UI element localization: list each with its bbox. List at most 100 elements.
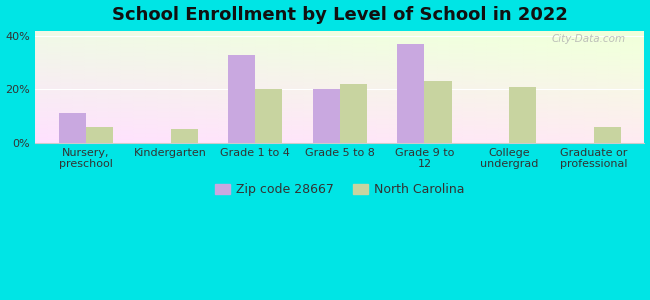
Bar: [181, 122, 194, 125]
Bar: [425, 67, 437, 69]
Bar: [157, 125, 169, 127]
Bar: [523, 49, 535, 51]
Bar: [535, 44, 547, 46]
Bar: [608, 31, 620, 33]
Bar: [255, 136, 266, 138]
Bar: [462, 49, 474, 51]
Bar: [109, 38, 120, 40]
Bar: [486, 109, 498, 111]
Bar: [157, 93, 169, 96]
Bar: [328, 134, 340, 136]
Bar: [218, 105, 230, 107]
Bar: [595, 120, 608, 122]
Bar: [595, 102, 608, 105]
Bar: [401, 91, 413, 93]
Bar: [632, 64, 644, 67]
Bar: [328, 140, 340, 143]
Bar: [474, 78, 486, 80]
Bar: [96, 51, 109, 53]
Bar: [279, 105, 291, 107]
Bar: [328, 93, 340, 96]
Bar: [35, 102, 47, 105]
Bar: [279, 127, 291, 129]
Bar: [35, 111, 47, 114]
Bar: [328, 64, 340, 67]
Bar: [96, 71, 109, 73]
Bar: [60, 84, 72, 87]
Bar: [584, 114, 595, 116]
Bar: [266, 96, 279, 98]
Bar: [169, 62, 181, 64]
Bar: [523, 96, 535, 98]
Bar: [425, 125, 437, 127]
Bar: [450, 78, 461, 80]
Bar: [486, 60, 498, 62]
Bar: [535, 114, 547, 116]
Bar: [571, 73, 584, 76]
Bar: [498, 93, 510, 96]
Bar: [194, 136, 206, 138]
Bar: [413, 131, 425, 134]
Bar: [352, 98, 364, 100]
Bar: [145, 78, 157, 80]
Bar: [486, 125, 498, 127]
Bar: [266, 35, 279, 38]
Bar: [425, 87, 437, 89]
Bar: [304, 40, 315, 42]
Bar: [194, 138, 206, 140]
Bar: [364, 73, 376, 76]
Bar: [352, 58, 364, 60]
Bar: [547, 82, 559, 84]
Bar: [206, 80, 218, 82]
Bar: [266, 44, 279, 46]
Bar: [315, 129, 328, 131]
Bar: [218, 91, 230, 93]
Bar: [486, 62, 498, 64]
Bar: [559, 31, 571, 33]
Bar: [559, 134, 571, 136]
Bar: [523, 134, 535, 136]
Bar: [462, 31, 474, 33]
Bar: [72, 76, 84, 78]
Bar: [242, 125, 255, 127]
Bar: [304, 76, 315, 78]
Bar: [120, 62, 133, 64]
Bar: [462, 102, 474, 105]
Bar: [632, 58, 644, 60]
Bar: [389, 67, 401, 69]
Bar: [328, 138, 340, 140]
Bar: [304, 78, 315, 80]
Bar: [109, 98, 120, 100]
Bar: [133, 87, 145, 89]
Bar: [510, 64, 523, 67]
Bar: [169, 120, 181, 122]
Bar: [535, 71, 547, 73]
Bar: [620, 134, 632, 136]
Bar: [535, 31, 547, 33]
Bar: [595, 127, 608, 129]
Bar: [291, 71, 304, 73]
Bar: [304, 140, 315, 143]
Bar: [559, 40, 571, 42]
Bar: [413, 51, 425, 53]
Bar: [595, 134, 608, 136]
Bar: [315, 114, 328, 116]
Bar: [72, 40, 84, 42]
Bar: [376, 51, 389, 53]
Bar: [450, 107, 461, 109]
Bar: [523, 33, 535, 35]
Bar: [133, 69, 145, 71]
Bar: [194, 109, 206, 111]
Bar: [571, 122, 584, 125]
Bar: [498, 102, 510, 105]
Bar: [608, 49, 620, 51]
Bar: [462, 98, 474, 100]
Bar: [145, 134, 157, 136]
Bar: [96, 60, 109, 62]
Bar: [266, 109, 279, 111]
Bar: [340, 49, 352, 51]
Bar: [279, 42, 291, 44]
Bar: [364, 82, 376, 84]
Bar: [145, 40, 157, 42]
Bar: [35, 60, 47, 62]
